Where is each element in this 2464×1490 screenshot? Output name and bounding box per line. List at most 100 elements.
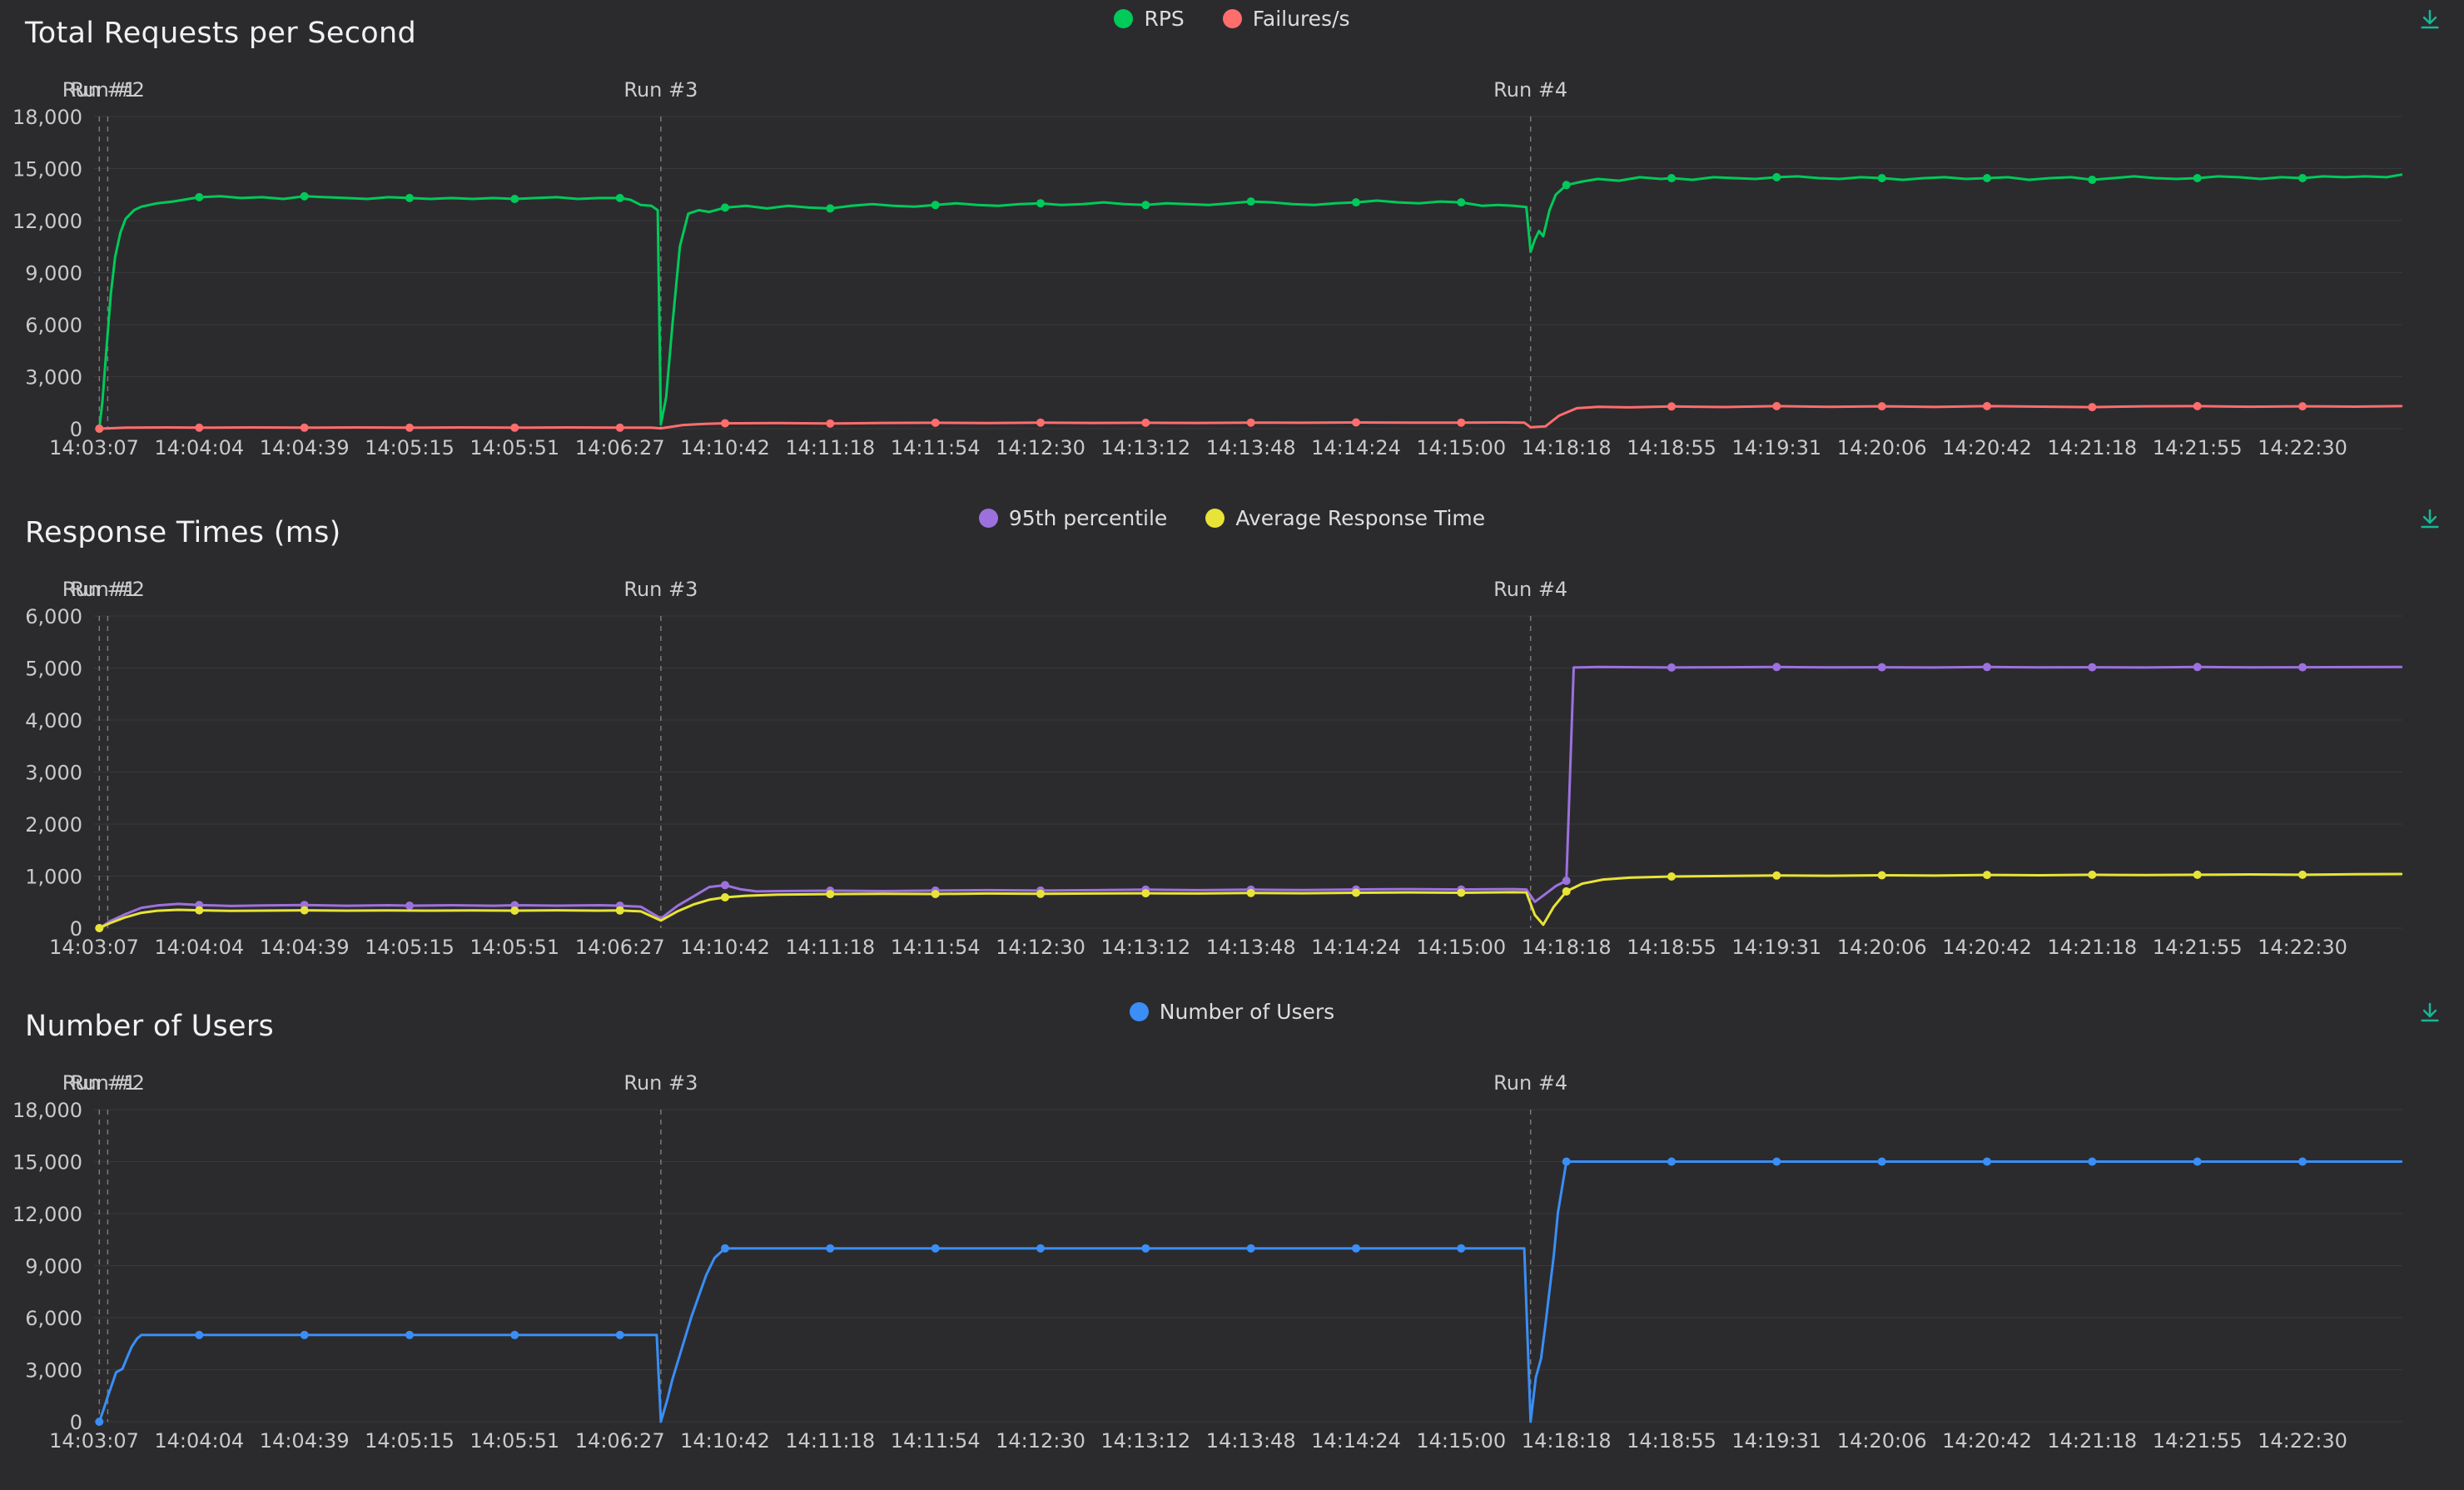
data-point-marker [1877,402,1886,411]
download-icon [2417,9,2442,34]
run-marker-label: Run #2 [71,1071,145,1095]
data-point-marker [931,418,940,427]
run-marker-label: Run #1 [62,578,137,601]
data-point-marker [1772,663,1781,672]
legend-item[interactable]: 95th percentile [978,506,1167,530]
data-point-marker [1772,1157,1781,1166]
x-tick-label: 14:22:30 [2258,936,2347,959]
data-point-marker [1036,418,1045,427]
data-point-marker [1352,418,1360,427]
x-tick-label: 14:06:27 [575,1429,665,1453]
data-point-marker [1141,1244,1150,1253]
data-point-marker [1667,1157,1676,1166]
legend-label: Average Response Time [1235,506,1486,530]
x-tick-label: 14:12:30 [996,1429,1085,1453]
x-tick-label: 14:19:31 [1731,436,1821,459]
x-tick-label: 14:20:06 [1837,1429,1927,1453]
legend-item[interactable]: Number of Users [1129,1000,1335,1024]
legend-item[interactable]: RPS [1114,7,1185,31]
x-tick-label: 14:20:06 [1837,436,1927,459]
y-tick-label: 12,000 [12,1203,82,1226]
x-tick-label: 14:19:31 [1731,1429,1821,1453]
y-tick-label: 0 [70,418,82,441]
run-marker-label: Run #2 [71,578,145,601]
y-tick-label: 3,000 [25,1359,82,1383]
x-tick-label: 14:12:30 [996,436,1085,459]
y-tick-label: 15,000 [12,1151,82,1175]
x-tick-label: 14:20:42 [1942,436,2032,459]
data-point-marker [721,893,729,901]
data-point-marker [1877,663,1886,672]
x-tick-label: 14:03:07 [49,1429,139,1453]
y-axis: 0 3,000 6,000 9,000 12,000 15,000 18,000 [12,106,2402,441]
x-tick-label: 14:11:18 [785,1429,875,1453]
data-point-marker [510,195,519,203]
download-response-times-chart-button[interactable] [2414,503,2446,534]
x-tick-label: 14:10:42 [680,436,770,459]
run-marker-label: Run #4 [1493,1071,1567,1095]
y-tick-label: 3,000 [25,762,82,785]
run-marker-label: Run #3 [623,1071,698,1095]
x-tick-label: 14:11:54 [891,1429,981,1453]
y-tick-label: 18,000 [12,106,82,129]
data-point-marker [510,1330,519,1339]
data-point-marker [1983,663,1991,672]
data-point-marker [1246,888,1255,897]
users-chart-plot[interactable]: 0 3,000 6,000 9,000 12,000 15,000 18,000 14:03:… [0,993,2464,1490]
x-tick-label: 14:18:55 [1627,936,1716,959]
data-point-marker [2193,401,2202,410]
data-point-marker [1983,401,1991,410]
data-point-marker [1667,872,1676,881]
x-tick-label: 14:15:00 [1416,436,1506,459]
x-tick-label: 14:05:15 [365,936,455,959]
data-point-marker [931,1244,940,1253]
rps-chart-plot[interactable]: 0 3,000 6,000 9,000 12,000 15,000 18,000 14:03:… [0,0,2464,499]
x-tick-label: 14:05:15 [365,1429,455,1453]
legend-item[interactable]: Failures/s [1222,7,1350,31]
data-point-marker [615,906,624,915]
data-point-marker [405,193,414,202]
x-tick-label: 14:13:48 [1206,1429,1296,1453]
data-point-marker [1562,877,1571,886]
data-point-marker [1352,198,1360,207]
data-point-marker [1036,1244,1045,1253]
x-tick-label: 14:05:15 [365,436,455,459]
legend-item[interactable]: Average Response Time [1205,506,1485,530]
data-point-marker [2298,174,2307,182]
data-point-marker [405,423,414,432]
x-tick-label: 14:20:42 [1942,1429,2032,1453]
x-tick-label: 14:12:30 [996,936,1085,959]
x-tick-label: 14:05:51 [469,436,559,459]
x-tick-label: 14:20:06 [1837,936,1927,959]
data-point-marker [2298,402,2307,411]
data-point-marker [826,419,835,428]
data-point-marker [1457,1244,1466,1253]
data-point-marker [615,1330,624,1339]
data-point-marker [2193,1157,2202,1166]
x-tick-label: 14:18:18 [1522,936,1612,959]
legend-label: Number of Users [1159,1000,1335,1024]
x-tick-label: 14:21:18 [2047,436,2137,459]
run-marker-label: Run #2 [71,78,145,102]
data-point-marker [615,193,624,202]
y-tick-label: 1,000 [25,866,82,889]
data-point-marker [1667,174,1676,182]
download-users-chart-button[interactable] [2414,996,2446,1028]
x-tick-label: 14:13:12 [1100,936,1190,959]
x-tick-label: 14:04:39 [260,1429,350,1453]
x-axis: 14:03:07 14:04:04 14:04:39 14:05:15 14:05:51… [49,936,2347,959]
download-rps-chart-button[interactable] [2414,3,2446,35]
legend-label: RPS [1144,7,1185,31]
data-point-marker [826,204,835,213]
x-tick-label: 14:15:00 [1416,936,1506,959]
y-tick-label: 6,000 [25,1307,82,1330]
x-tick-label: 14:18:55 [1627,1429,1716,1453]
series-average-response-time [95,870,2403,932]
data-point-marker [1667,663,1676,672]
data-point-marker [931,890,940,898]
rps-legend: RPS Failures/s [0,7,2464,31]
data-point-marker [95,425,104,433]
run-marker-label: Run #4 [1493,78,1567,102]
